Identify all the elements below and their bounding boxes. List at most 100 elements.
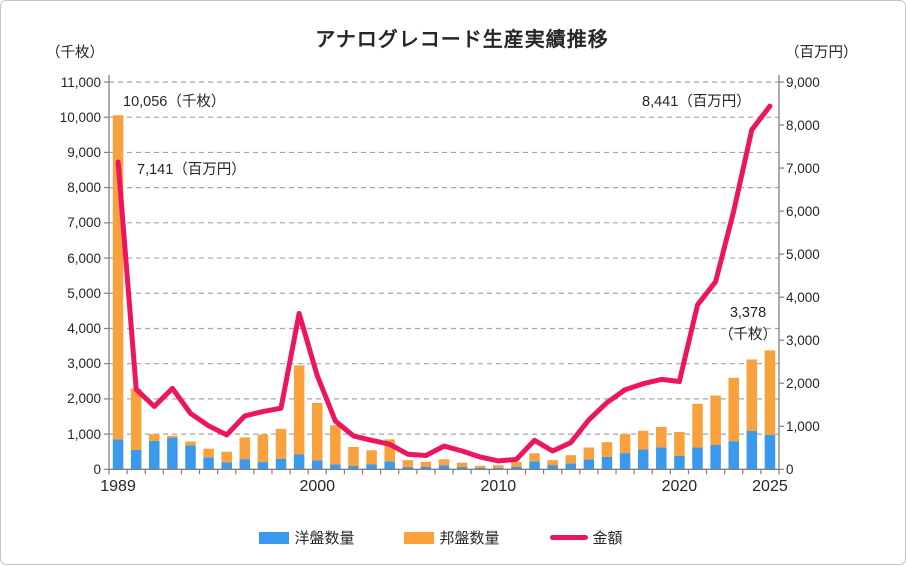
bar-japanese-2025	[764, 350, 776, 435]
bar-western-1996	[239, 459, 251, 470]
bar-western-2002	[348, 465, 359, 470]
amount-line-swatch-icon	[549, 535, 588, 540]
left-axis-tick-label-8,000: 8,000	[67, 180, 101, 196]
bar-japanese-1991	[149, 434, 160, 441]
right-axis-tick-label-5,000: 5,000	[786, 246, 820, 262]
bar-japanese-2002	[348, 446, 359, 466]
right-axis-tick-label-1,000: 1,000	[786, 418, 820, 434]
bar-japanese-1996	[239, 437, 251, 460]
bar-japanese-2017	[619, 434, 631, 454]
right-axis-tick-label-8,000: 8,000	[786, 117, 820, 133]
x-axis-label-1989: 1989	[100, 478, 136, 495]
bar-japanese-2010	[493, 465, 504, 468]
bar-western-1992	[167, 437, 178, 470]
legend-label-japanese: 邦盤数量	[439, 530, 500, 547]
bar-western-2020	[674, 455, 685, 470]
bar-western-2007	[438, 465, 450, 470]
bar-japanese-1997	[257, 434, 269, 463]
left-axis-unit-label: （千枚）	[46, 45, 104, 61]
left-axis-tick-label-4,000: 4,000	[67, 320, 101, 336]
bar-western-2018	[637, 449, 649, 470]
bar-japanese-1989	[112, 115, 124, 440]
bar-japanese-2005	[402, 460, 414, 467]
bar-japanese-2009	[474, 465, 486, 468]
western-bar-swatch-icon	[259, 531, 290, 544]
bar-japanese-2008	[456, 462, 468, 468]
bar-western-2025	[764, 434, 776, 470]
bar-japanese-2001	[330, 425, 341, 465]
bar-western-2001	[330, 464, 341, 470]
annotation-2025-units-line1: 3,378	[729, 305, 767, 321]
japanese-bar-swatch-icon	[404, 531, 435, 544]
bar-western-2017	[619, 453, 631, 470]
x-axis-label-2020: 2020	[661, 478, 698, 495]
bar-western-1995	[221, 462, 232, 470]
right-axis-tick-label-3,000: 3,000	[786, 332, 820, 348]
left-axis-tick-label-0: 0	[93, 461, 101, 477]
bar-japanese-2006	[420, 461, 432, 467]
bar-western-1991	[149, 440, 160, 470]
bar-japanese-2016	[601, 442, 613, 457]
bar-western-1989	[112, 439, 124, 470]
annotation-1989-value: 7,141（百万円）	[137, 162, 246, 178]
legend-label-amount: 金額	[592, 530, 623, 547]
annotation-2025-units: 3,378 （千枚）	[714, 302, 782, 346]
bar-western-2015	[583, 459, 595, 470]
bar-japanese-2019	[656, 426, 667, 448]
legend: 洋盤数量 邦盤数量 金額	[1, 527, 905, 548]
bar-japanese-2023	[728, 377, 739, 442]
bar-japanese-1994	[203, 448, 214, 458]
bar-japanese-1993	[185, 441, 196, 446]
bar-japanese-2004	[384, 439, 395, 462]
right-axis-tick-label-6,000: 6,000	[786, 203, 820, 219]
amount-line-series	[115, 103, 773, 464]
bar-western-2016	[601, 456, 613, 470]
x-axis-label-2000: 2000	[299, 478, 336, 495]
bar-japanese-1999	[293, 365, 305, 455]
bar-western-1990	[130, 449, 142, 470]
bar-western-2004	[384, 461, 395, 470]
bar-western-2023	[728, 441, 739, 470]
bar-japanese-2022	[710, 395, 721, 446]
left-axis-tick-label-7,000: 7,000	[67, 215, 101, 231]
bar-western-2009	[474, 467, 486, 470]
bar-western-2008	[456, 467, 468, 470]
bar-japanese-2011	[511, 461, 522, 467]
bar-japanese-2003	[366, 450, 377, 465]
bar-japanese-2013	[547, 460, 558, 466]
x-axis-label-2025: 2025	[752, 478, 788, 495]
bar-japanese-1992	[167, 435, 178, 438]
annotation-2025-units-line2: （千枚）	[719, 327, 777, 343]
left-axis-tick-label-1,000: 1,000	[67, 426, 101, 442]
right-axis-unit-label: （百万円）	[785, 45, 858, 61]
bar-western-2014	[565, 463, 577, 470]
chart-title: アナログレコード生産実績推移	[315, 29, 609, 51]
bar-western-2005	[402, 466, 414, 470]
bar-western-1994	[203, 457, 214, 470]
bar-western-2021	[692, 447, 703, 470]
bar-japanese-2012	[529, 453, 540, 462]
bar-western-2003	[366, 464, 377, 470]
left-axis-tick-label-11,000: 11,000	[60, 74, 101, 90]
annotation-1989-units: 10,056（千枚）	[123, 94, 226, 110]
bar-japanese-2000	[311, 402, 323, 461]
bar-japanese-1990	[130, 388, 142, 450]
legend-label-western: 洋盤数量	[294, 530, 355, 547]
bar-western-2013	[547, 465, 558, 470]
bar-western-2006	[420, 466, 432, 470]
legend-item-japanese: 邦盤数量	[404, 527, 500, 548]
bar-western-2010	[493, 467, 504, 470]
bar-japanese-2018	[637, 430, 649, 450]
bar-western-2011	[511, 466, 522, 470]
legend-item-amount: 金額	[549, 527, 623, 548]
bar-western-2022	[710, 445, 721, 470]
left-axis-tick-label-10,000: 10,000	[59, 109, 101, 125]
right-axis-tick-label-0: 0	[786, 461, 794, 477]
x-axis-label-2010: 2010	[480, 478, 517, 495]
left-axis-tick-label-6,000: 6,000	[67, 250, 101, 266]
right-axis-tick-label-7,000: 7,000	[786, 160, 820, 176]
bar-western-2019	[656, 447, 667, 470]
bar-western-2024	[746, 430, 758, 470]
